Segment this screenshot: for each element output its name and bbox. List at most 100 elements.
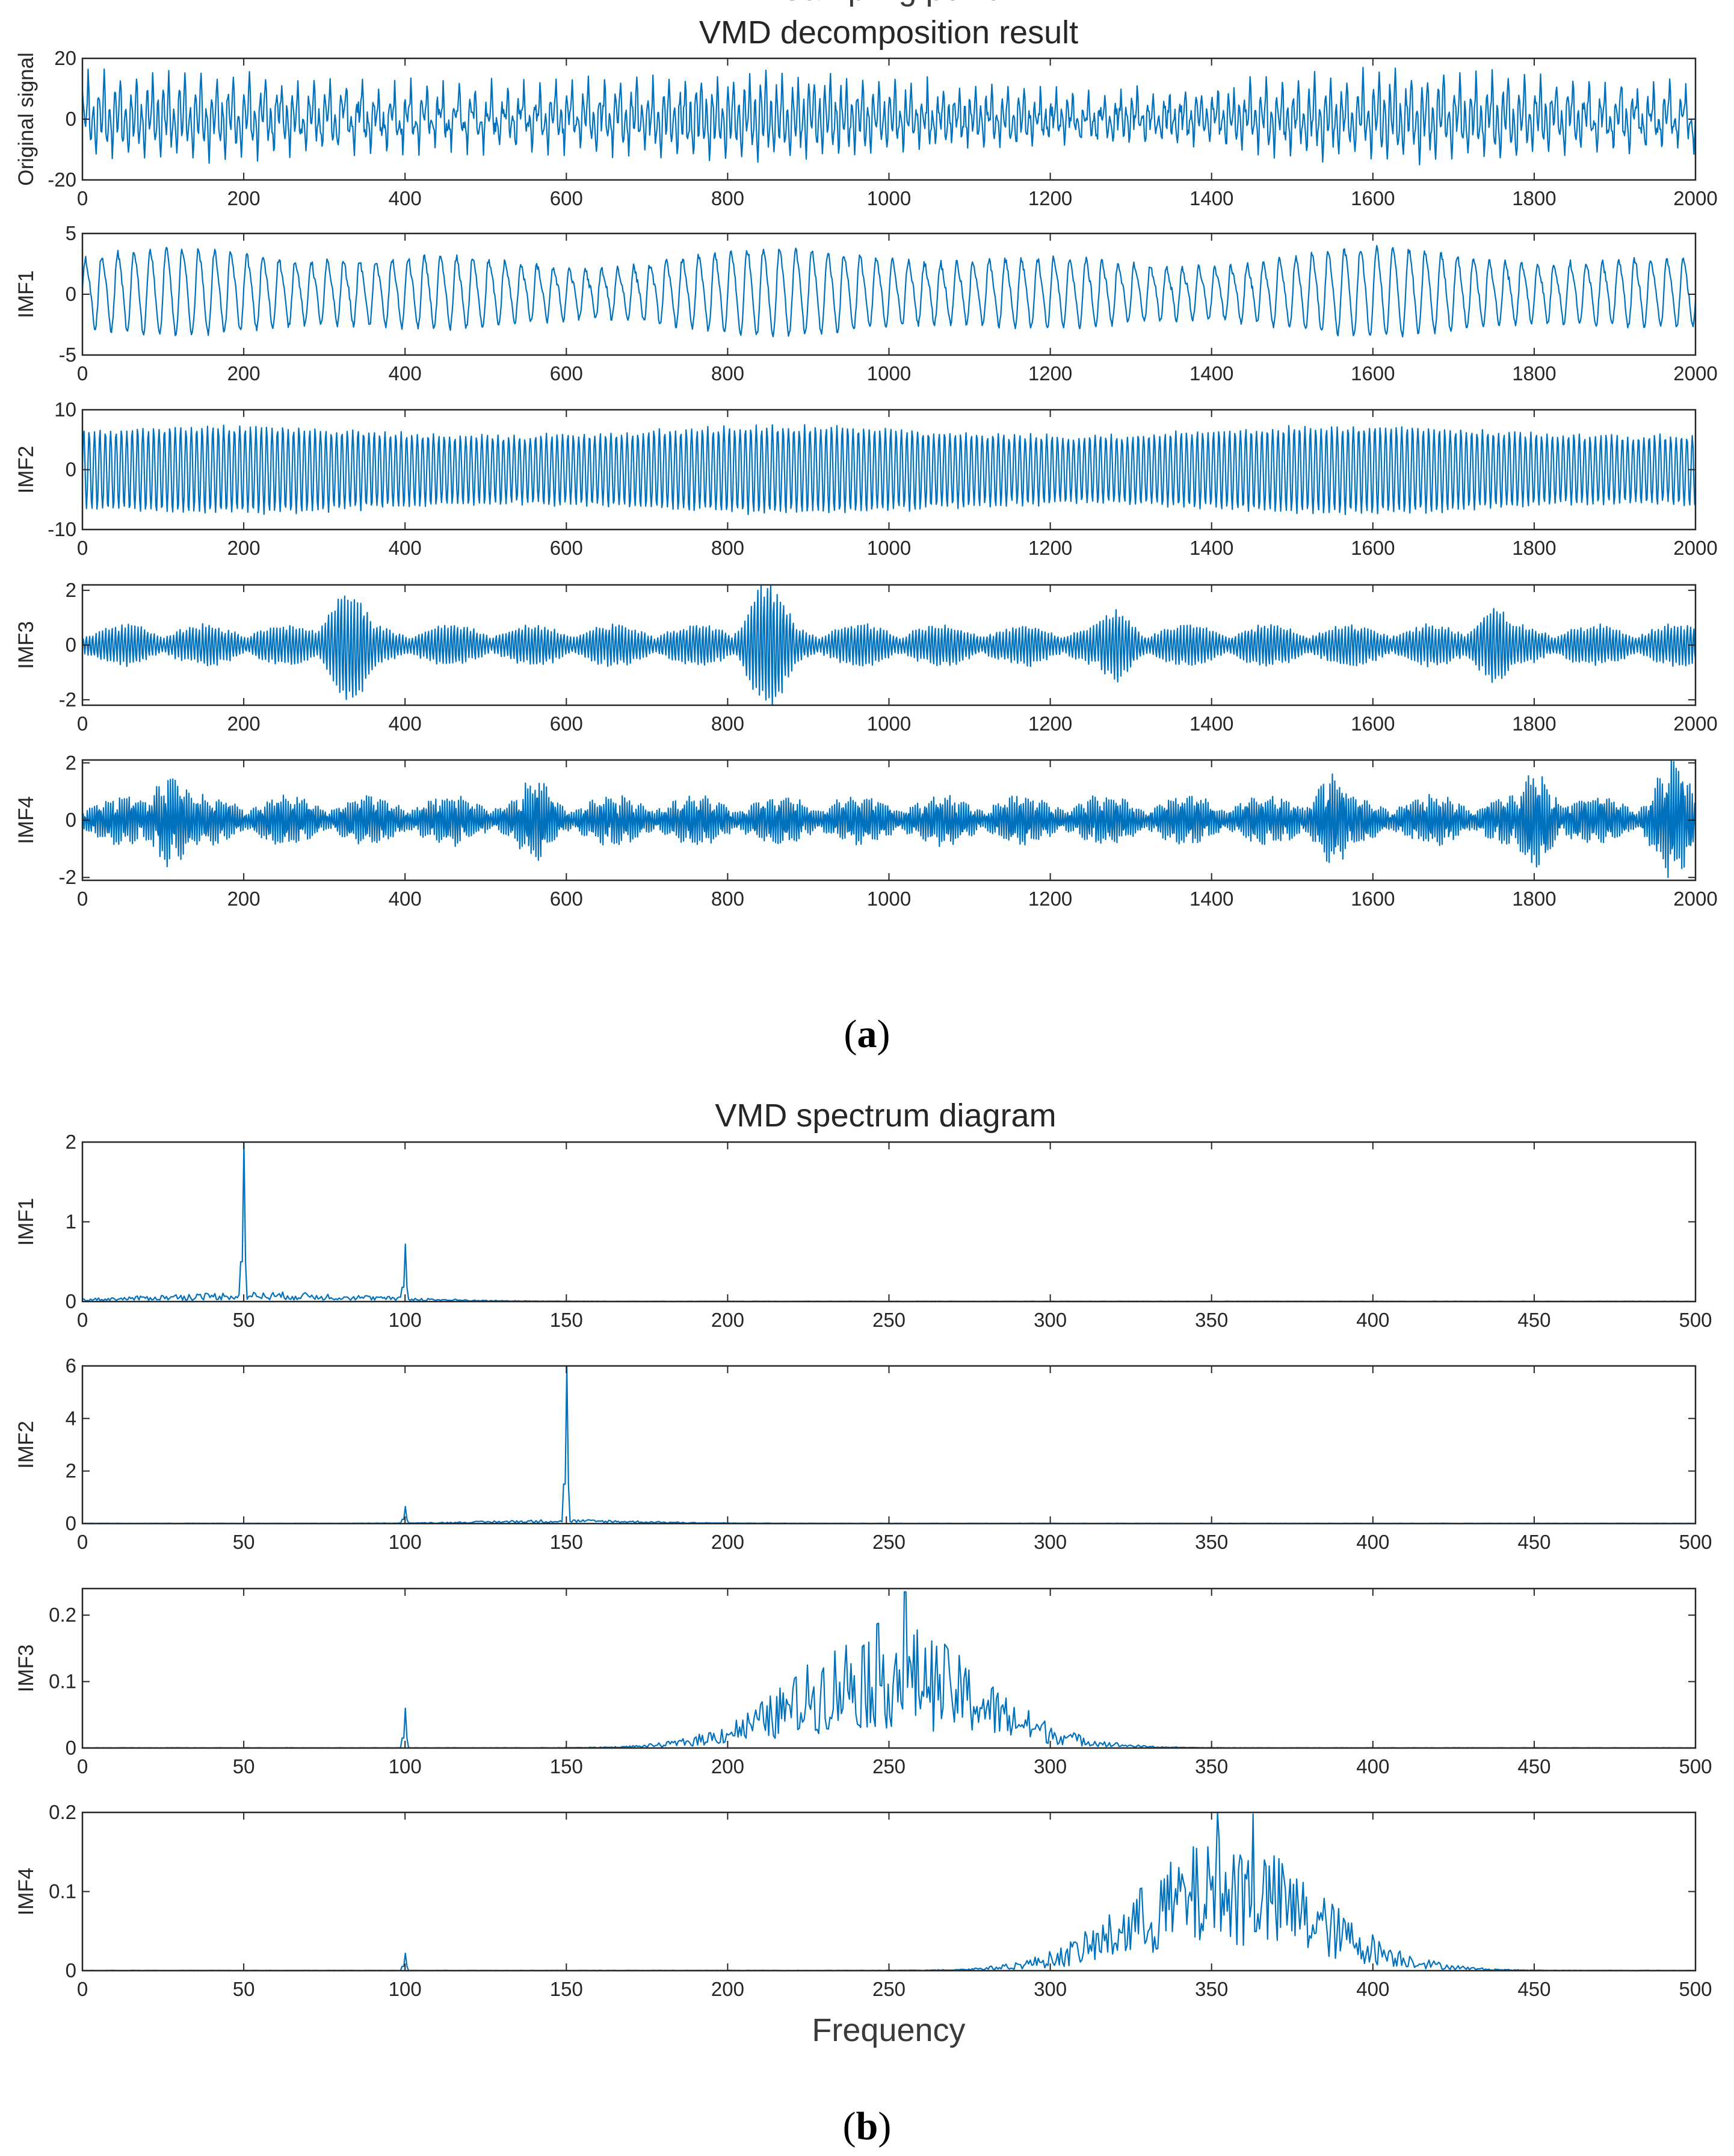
y-axis-label-imf1: IMF1 (14, 270, 38, 318)
series-line-spec3 (82, 1591, 1695, 1749)
x-tick-label: 150 (550, 1531, 583, 1553)
x-axis-label-imf4: Sampling point (781, 0, 996, 7)
x-tick-label: 350 (1195, 1978, 1228, 2000)
x-tick-label: 600 (550, 888, 583, 910)
x-tick-label: 500 (1679, 1309, 1712, 1331)
x-tick-label: 400 (389, 362, 422, 385)
y-axis-label-spec1: IMF1 (14, 1198, 38, 1246)
x-tick-label: 0 (77, 537, 88, 559)
x-tick-label: 200 (711, 1978, 744, 2000)
x-tick-label: 0 (77, 362, 88, 385)
x-tick-label: 400 (1356, 1309, 1389, 1331)
x-tick-label: 250 (872, 1309, 906, 1331)
y-tick-label: 0 (66, 1737, 76, 1759)
x-tick-label: 400 (389, 888, 422, 910)
y-tick-label: 0.2 (49, 1604, 76, 1626)
x-tick-label: 100 (389, 1531, 422, 1553)
y-tick-label: 5 (66, 222, 76, 244)
chart-title-spectrum: VMD spectrum diagram (715, 1098, 1056, 1134)
x-tick-label: 2000 (1673, 537, 1717, 559)
x-tick-label: 1600 (1351, 537, 1395, 559)
x-tick-label: 400 (389, 712, 422, 735)
y-tick-label: -10 (48, 518, 76, 540)
y-tick-label: 6 (66, 1354, 76, 1377)
x-tick-label: 1800 (1512, 187, 1556, 209)
x-tick-label: 400 (1356, 1755, 1389, 1778)
x-tick-label: 250 (872, 1978, 906, 2000)
y-tick-label: 20 (54, 47, 76, 69)
x-tick-label: 1600 (1351, 362, 1395, 385)
x-tick-label: 200 (711, 1531, 744, 1553)
x-tick-label: 400 (1356, 1978, 1389, 2000)
series-line-imf2 (81, 424, 1697, 516)
series-line-imf1 (81, 245, 1697, 338)
x-tick-label: 300 (1034, 1978, 1067, 2000)
x-tick-label: 200 (227, 362, 261, 385)
x-tick-label: 600 (550, 537, 583, 559)
x-tick-label: 1600 (1351, 712, 1395, 735)
caption-a: (a) (844, 1012, 890, 1056)
x-tick-label: 150 (550, 1755, 583, 1778)
x-tick-label: 400 (389, 187, 422, 209)
y-tick-label: 2 (66, 752, 76, 774)
axes-spec4: 0 50 100 150 200 250 300 350 400 450 500 0 0.1 0.2 IMF… (14, 1801, 1712, 2048)
x-tick-label: 350 (1195, 1531, 1228, 1553)
x-tick-label: 350 (1195, 1309, 1228, 1331)
x-tick-label: 1800 (1512, 362, 1556, 385)
y-tick-label: 0 (66, 634, 76, 656)
x-tick-label: 450 (1517, 1309, 1550, 1331)
x-tick-label: 1200 (1028, 537, 1072, 559)
y-tick-label: -20 (48, 168, 76, 191)
plot-frame-spec3 (81, 1587, 1697, 1749)
plot-frame-spec1 (81, 1141, 1697, 1303)
y-tick-label: -2 (59, 866, 76, 888)
x-tick-label: 150 (550, 1309, 583, 1331)
x-tick-label: 250 (872, 1755, 906, 1778)
y-tick-label: 0.2 (49, 1801, 76, 1823)
x-tick-label: 200 (227, 537, 261, 559)
y-tick-label: 0 (66, 459, 76, 481)
x-tick-label: 1600 (1351, 187, 1395, 209)
x-tick-label: 1200 (1028, 362, 1072, 385)
series-line-spec1 (82, 1141, 1695, 1303)
series-line-imf4 (81, 759, 1697, 879)
y-tick-label: 0.1 (49, 1670, 76, 1693)
y-axis-label-spec4: IMF4 (14, 1868, 38, 1916)
y-tick-label: 0 (66, 809, 76, 831)
x-tick-label: 1400 (1189, 888, 1233, 910)
series-line-spec2 (82, 1365, 1696, 1525)
x-tick-label: 0 (77, 1531, 88, 1553)
x-tick-label: 450 (1517, 1978, 1550, 2000)
x-tick-label: 350 (1195, 1755, 1228, 1778)
x-tick-label: 50 (233, 1755, 255, 1778)
x-tick-label: 800 (711, 888, 744, 910)
y-tick-label: 0.1 (49, 1880, 76, 1903)
x-tick-label: 300 (1034, 1755, 1067, 1778)
x-tick-label: 250 (872, 1531, 906, 1553)
caption-b: (b) (843, 2104, 892, 2148)
y-tick-label: 0 (66, 1959, 76, 1981)
plot-frame-spec2 (81, 1365, 1697, 1525)
x-tick-label: 1600 (1351, 888, 1395, 910)
axes-spec1: 0 50 100 150 200 250 300 350 400 450 500 0 1 2 IMF1 (14, 1131, 1712, 1331)
y-tick-label: 0 (66, 108, 76, 130)
x-tick-label: 150 (550, 1978, 583, 2000)
axes-imf3: 0 200 400 600 800 1000 1200 1400 1600 1800 2000-20… (14, 579, 1718, 735)
x-tick-label: 1400 (1189, 537, 1233, 559)
x-tick-label: 2000 (1673, 888, 1717, 910)
x-tick-label: 800 (711, 362, 744, 385)
x-tick-label: 600 (550, 712, 583, 735)
x-tick-label: 1400 (1189, 712, 1233, 735)
x-tick-label: 50 (233, 1309, 255, 1331)
x-tick-label: 2000 (1673, 187, 1717, 209)
series-line-imf3 (81, 584, 1697, 706)
axes-imf4: 0 200 400 600 800 1000 1200 1400 1600 1800 2000-20… (14, 0, 1718, 910)
y-tick-label: -5 (59, 344, 76, 366)
y-tick-label: 2 (66, 1131, 76, 1153)
axes-imf2: 0 200 400 600 800 1000 1200 1400 1600 1800 2000 -10… (14, 398, 1718, 559)
x-tick-label: 1000 (867, 362, 911, 385)
x-tick-label: 0 (77, 1309, 88, 1331)
x-tick-label: 450 (1517, 1755, 1550, 1778)
x-tick-label: 1800 (1512, 537, 1556, 559)
